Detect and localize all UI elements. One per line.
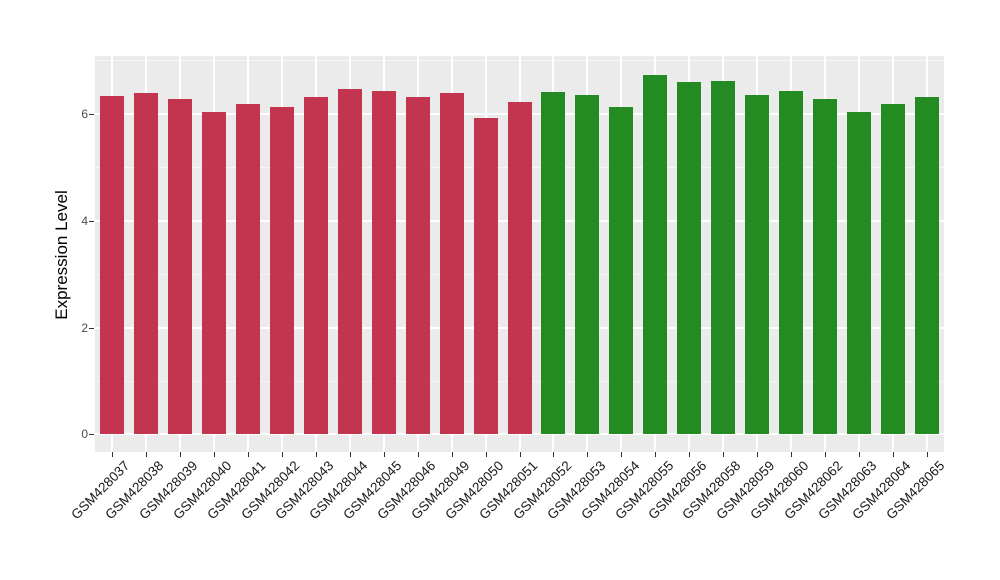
x-tick (281, 452, 283, 457)
x-tick (553, 452, 555, 457)
y-tick-label: 6 (81, 107, 88, 122)
x-tick (315, 452, 317, 457)
y-tick (89, 434, 94, 436)
x-tick (417, 452, 419, 457)
bar-GSM428038 (133, 93, 158, 435)
x-tick (179, 452, 181, 457)
x-tick (587, 452, 589, 457)
bar-GSM428050 (473, 117, 498, 435)
y-tick (89, 220, 94, 222)
bar-GSM428052 (541, 92, 566, 435)
bar-GSM428058 (711, 80, 736, 435)
bar-GSM428063 (847, 112, 872, 435)
x-tick (825, 452, 827, 457)
plot-panel (95, 56, 944, 452)
bar-GSM428044 (337, 89, 362, 435)
bar-GSM428059 (745, 94, 770, 435)
x-tick (927, 452, 929, 457)
x-tick (655, 452, 657, 457)
bar-GSM428040 (201, 112, 226, 435)
bar-GSM428039 (167, 98, 192, 435)
bar-GSM428056 (677, 81, 702, 435)
x-tick (791, 452, 793, 457)
x-tick (757, 452, 759, 457)
y-tick (89, 327, 94, 329)
x-tick (689, 452, 691, 457)
x-tick (247, 452, 249, 457)
bar-GSM428049 (439, 93, 464, 435)
bar-GSM428045 (371, 91, 396, 435)
x-tick (485, 452, 487, 457)
x-tick (723, 452, 725, 457)
bar-GSM428053 (575, 94, 600, 435)
y-tick (89, 114, 94, 116)
bar-GSM428065 (915, 96, 940, 435)
x-tick (111, 452, 113, 457)
x-tick (145, 452, 147, 457)
x-tick (519, 452, 521, 457)
bar-GSM428051 (507, 101, 532, 435)
bar-GSM428062 (813, 99, 838, 435)
x-tick (621, 452, 623, 457)
x-tick (383, 452, 385, 457)
y-tick-label: 2 (81, 320, 88, 335)
bar-GSM428037 (99, 96, 124, 435)
y-tick-label: 4 (81, 213, 88, 228)
x-tick (859, 452, 861, 457)
y-tick-label: 0 (81, 427, 88, 442)
bar-GSM428064 (881, 104, 906, 435)
bar-GSM428055 (643, 74, 668, 435)
bar-GSM428042 (269, 107, 294, 435)
x-tick (451, 452, 453, 457)
bar-GSM428054 (609, 107, 634, 435)
bar-GSM428041 (235, 104, 260, 435)
bar-GSM428046 (405, 97, 430, 435)
x-tick (213, 452, 215, 457)
x-tick (893, 452, 895, 457)
bar-GSM428060 (779, 90, 804, 435)
y-axis-title: Expression Level (52, 190, 71, 320)
x-tick (349, 452, 351, 457)
bar-GSM428043 (303, 97, 328, 435)
